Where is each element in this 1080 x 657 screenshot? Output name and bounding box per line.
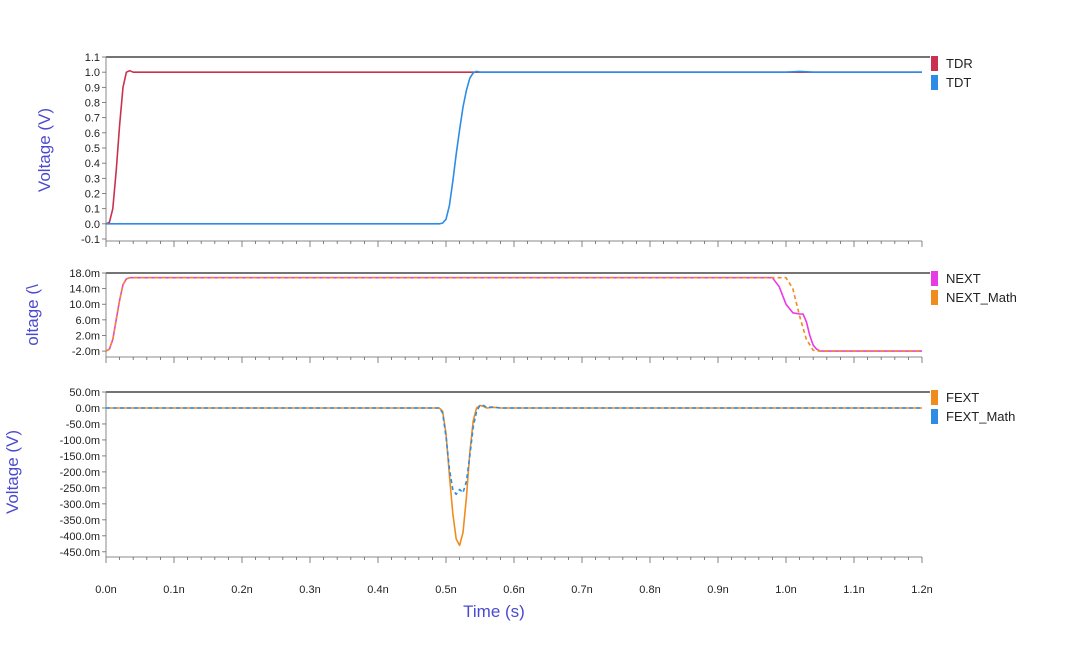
- y-tick-label: 18.0m: [69, 268, 100, 280]
- x-tick-label: 1.1n: [843, 584, 864, 596]
- y-tick-label: -350.0m: [60, 515, 100, 527]
- x-tick-label: 0.4n: [367, 584, 388, 596]
- y-tick-label: -250.0m: [60, 483, 100, 495]
- legend-swatch: [931, 271, 938, 286]
- legend-label: FEXT: [946, 390, 979, 405]
- y-tick-label: 0.8: [85, 98, 100, 110]
- y-tick-label: -300.0m: [60, 499, 100, 511]
- x-tick-label: 0.9n: [707, 584, 728, 596]
- y-tick-label: -450.0m: [60, 547, 100, 559]
- y-tick-label: 0.1: [85, 204, 100, 216]
- x-tick-label: 0.6n: [503, 584, 524, 596]
- y-tick-label: 2.0m: [76, 330, 100, 342]
- y-axis-label: oltage (\: [23, 284, 42, 346]
- y-tick-label: 0.0: [85, 219, 100, 231]
- series-line-next-math: [105, 276, 922, 352]
- y-axis-label: Voltage (V): [35, 108, 54, 192]
- x-axis-label: Time (s): [463, 602, 525, 621]
- legend-swatch: [931, 390, 938, 405]
- x-tick-label: 0.3n: [299, 584, 320, 596]
- y-tick-label: 0.0m: [76, 403, 100, 415]
- y-tick-label: 50.0m: [69, 387, 100, 399]
- series-line-fext-math: [106, 404, 922, 496]
- x-tick-label: 0.1n: [163, 584, 184, 596]
- legend-label: TDT: [946, 75, 971, 90]
- series-line-fext: [106, 404, 922, 547]
- y-tick-label: 1.0: [85, 67, 100, 79]
- legend-swatch: [931, 56, 938, 71]
- legend-swatch: [931, 409, 938, 424]
- y-tick-label: -2.0m: [72, 346, 100, 358]
- y-axis-label: Voltage (V): [3, 430, 22, 514]
- y-tick-label: 0.3: [85, 173, 100, 185]
- y-tick-label: 1.1: [85, 52, 100, 64]
- x-tick-label: 0.0n: [95, 584, 116, 596]
- y-tick-label: 0.5: [85, 143, 100, 155]
- y-tick-label: -50.0m: [66, 419, 100, 431]
- legend-swatch: [931, 290, 938, 305]
- x-tick-label: 0.8n: [639, 584, 660, 596]
- legend-label: FEXT_Math: [946, 409, 1015, 424]
- x-tick-label: 0.2n: [231, 584, 252, 596]
- y-tick-label: 0.2: [85, 189, 100, 201]
- panel-bottom: 50.0m 0.0m -50.0m -100.0m -150.0m -200.0m -250…: [3, 387, 1015, 621]
- y-tick-label: 10.0m: [69, 299, 100, 311]
- legend-label: NEXT: [946, 271, 981, 286]
- series-line-tdr: [105, 69, 922, 225]
- y-tick-label: 0.9: [85, 82, 100, 94]
- y-tick-label: -150.0m: [60, 451, 100, 463]
- y-tick-label: 0.4: [85, 158, 100, 170]
- legend-label: NEXT_Math: [946, 290, 1017, 305]
- y-tick-label: -200.0m: [60, 467, 100, 479]
- y-tick-label: -0.1: [81, 234, 100, 246]
- legend-label: TDR: [946, 56, 973, 71]
- y-tick-label: -100.0m: [60, 435, 100, 447]
- panel-middle: 18.0m 14.0m 10.0m 6.0m 2.0m -2.0m oltage (\ NEX…: [23, 268, 1017, 363]
- x-tick-label: 0.5n: [435, 584, 456, 596]
- series-line-next: [105, 276, 922, 352]
- panel-top: 1.1 1.0 0.9 0.8 0.7 0.6 0.5 0.4 0.3 0.2 0.1 0.0 -0.1…: [35, 52, 973, 247]
- y-tick-label: 6.0m: [76, 315, 100, 327]
- y-tick-label: 0.7: [85, 113, 100, 125]
- y-tick-label: -400.0m: [60, 531, 100, 543]
- y-tick-label: 0.6: [85, 128, 100, 140]
- chart-panels: 1.1 1.0 0.9 0.8 0.7 0.6 0.5 0.4 0.3 0.2 0.1 0.0 -0.1…: [3, 52, 1017, 621]
- x-tick-label: 1.0n: [775, 584, 796, 596]
- legend-swatch: [931, 75, 938, 90]
- series-line-tdt: [106, 70, 922, 225]
- x-tick-label: 0.7n: [571, 584, 592, 596]
- x-tick-label: 1.2n: [911, 584, 932, 596]
- y-tick-label: 14.0m: [69, 284, 100, 296]
